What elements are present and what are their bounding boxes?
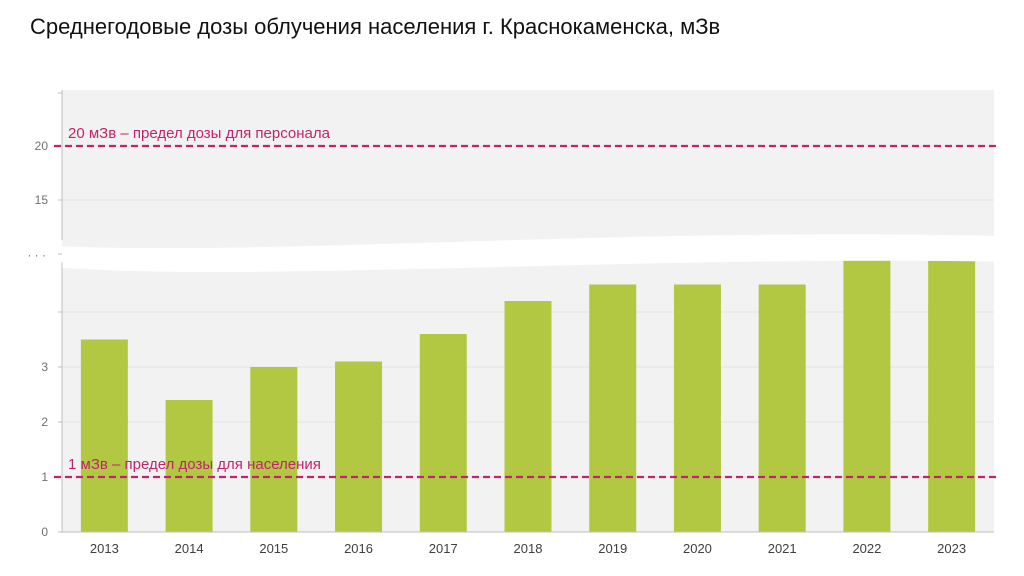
bar-2020 xyxy=(673,284,721,532)
x-axis-labels: 2013 2014 2015 2016 2017 2018 2019 2020 2021 2022… xyxy=(90,541,966,556)
x-tick-label: 2013 xyxy=(90,541,119,556)
axis-ticks: 0 1 2 3 15 20 xyxy=(35,92,62,539)
y-tick-label: 0 xyxy=(41,525,48,539)
x-tick-label: 2019 xyxy=(598,541,627,556)
bar-2021 xyxy=(758,284,806,532)
bar-2014 xyxy=(165,400,213,532)
bars xyxy=(80,240,976,532)
axis-break xyxy=(0,234,1024,272)
chart-title: Среднегодовые дозы облучения населения г… xyxy=(30,14,721,39)
x-tick-label: 2022 xyxy=(852,541,881,556)
y-tick-label: 20 xyxy=(35,139,49,153)
y-axis xyxy=(61,90,994,533)
bar-2013 xyxy=(80,339,128,532)
bar-2017 xyxy=(419,334,467,532)
reference-lines: 20 мЗв – предел дозы для персонала 1 мЗв … xyxy=(54,125,1000,479)
bar-2018 xyxy=(504,301,552,532)
reference-line-label: 1 мЗв – предел дозы для населения xyxy=(68,456,321,473)
x-tick-label: 2023 xyxy=(937,541,966,556)
y-tick-label: 1 xyxy=(41,470,48,484)
x-tick-label: 2018 xyxy=(514,541,543,556)
x-tick-label: 2015 xyxy=(259,541,288,556)
x-tick-label: 2017 xyxy=(429,541,458,556)
bar-2016 xyxy=(335,361,383,532)
y-tick-label: 2 xyxy=(41,415,48,429)
y-tick-label: 3 xyxy=(41,360,48,374)
axis-break-marker: · · · xyxy=(27,248,46,262)
x-tick-label: 2021 xyxy=(768,541,797,556)
x-tick-label: 2014 xyxy=(175,541,204,556)
y-tick-label: 15 xyxy=(35,193,49,207)
bar-2015 xyxy=(250,367,298,532)
bar-2022 xyxy=(843,257,891,532)
bar-2019 xyxy=(589,284,637,532)
x-tick-label: 2016 xyxy=(344,541,373,556)
reference-line-label: 20 мЗв – предел дозы для персонала xyxy=(68,125,331,142)
x-tick-label: 2020 xyxy=(683,541,712,556)
bar-2023 xyxy=(928,240,976,532)
